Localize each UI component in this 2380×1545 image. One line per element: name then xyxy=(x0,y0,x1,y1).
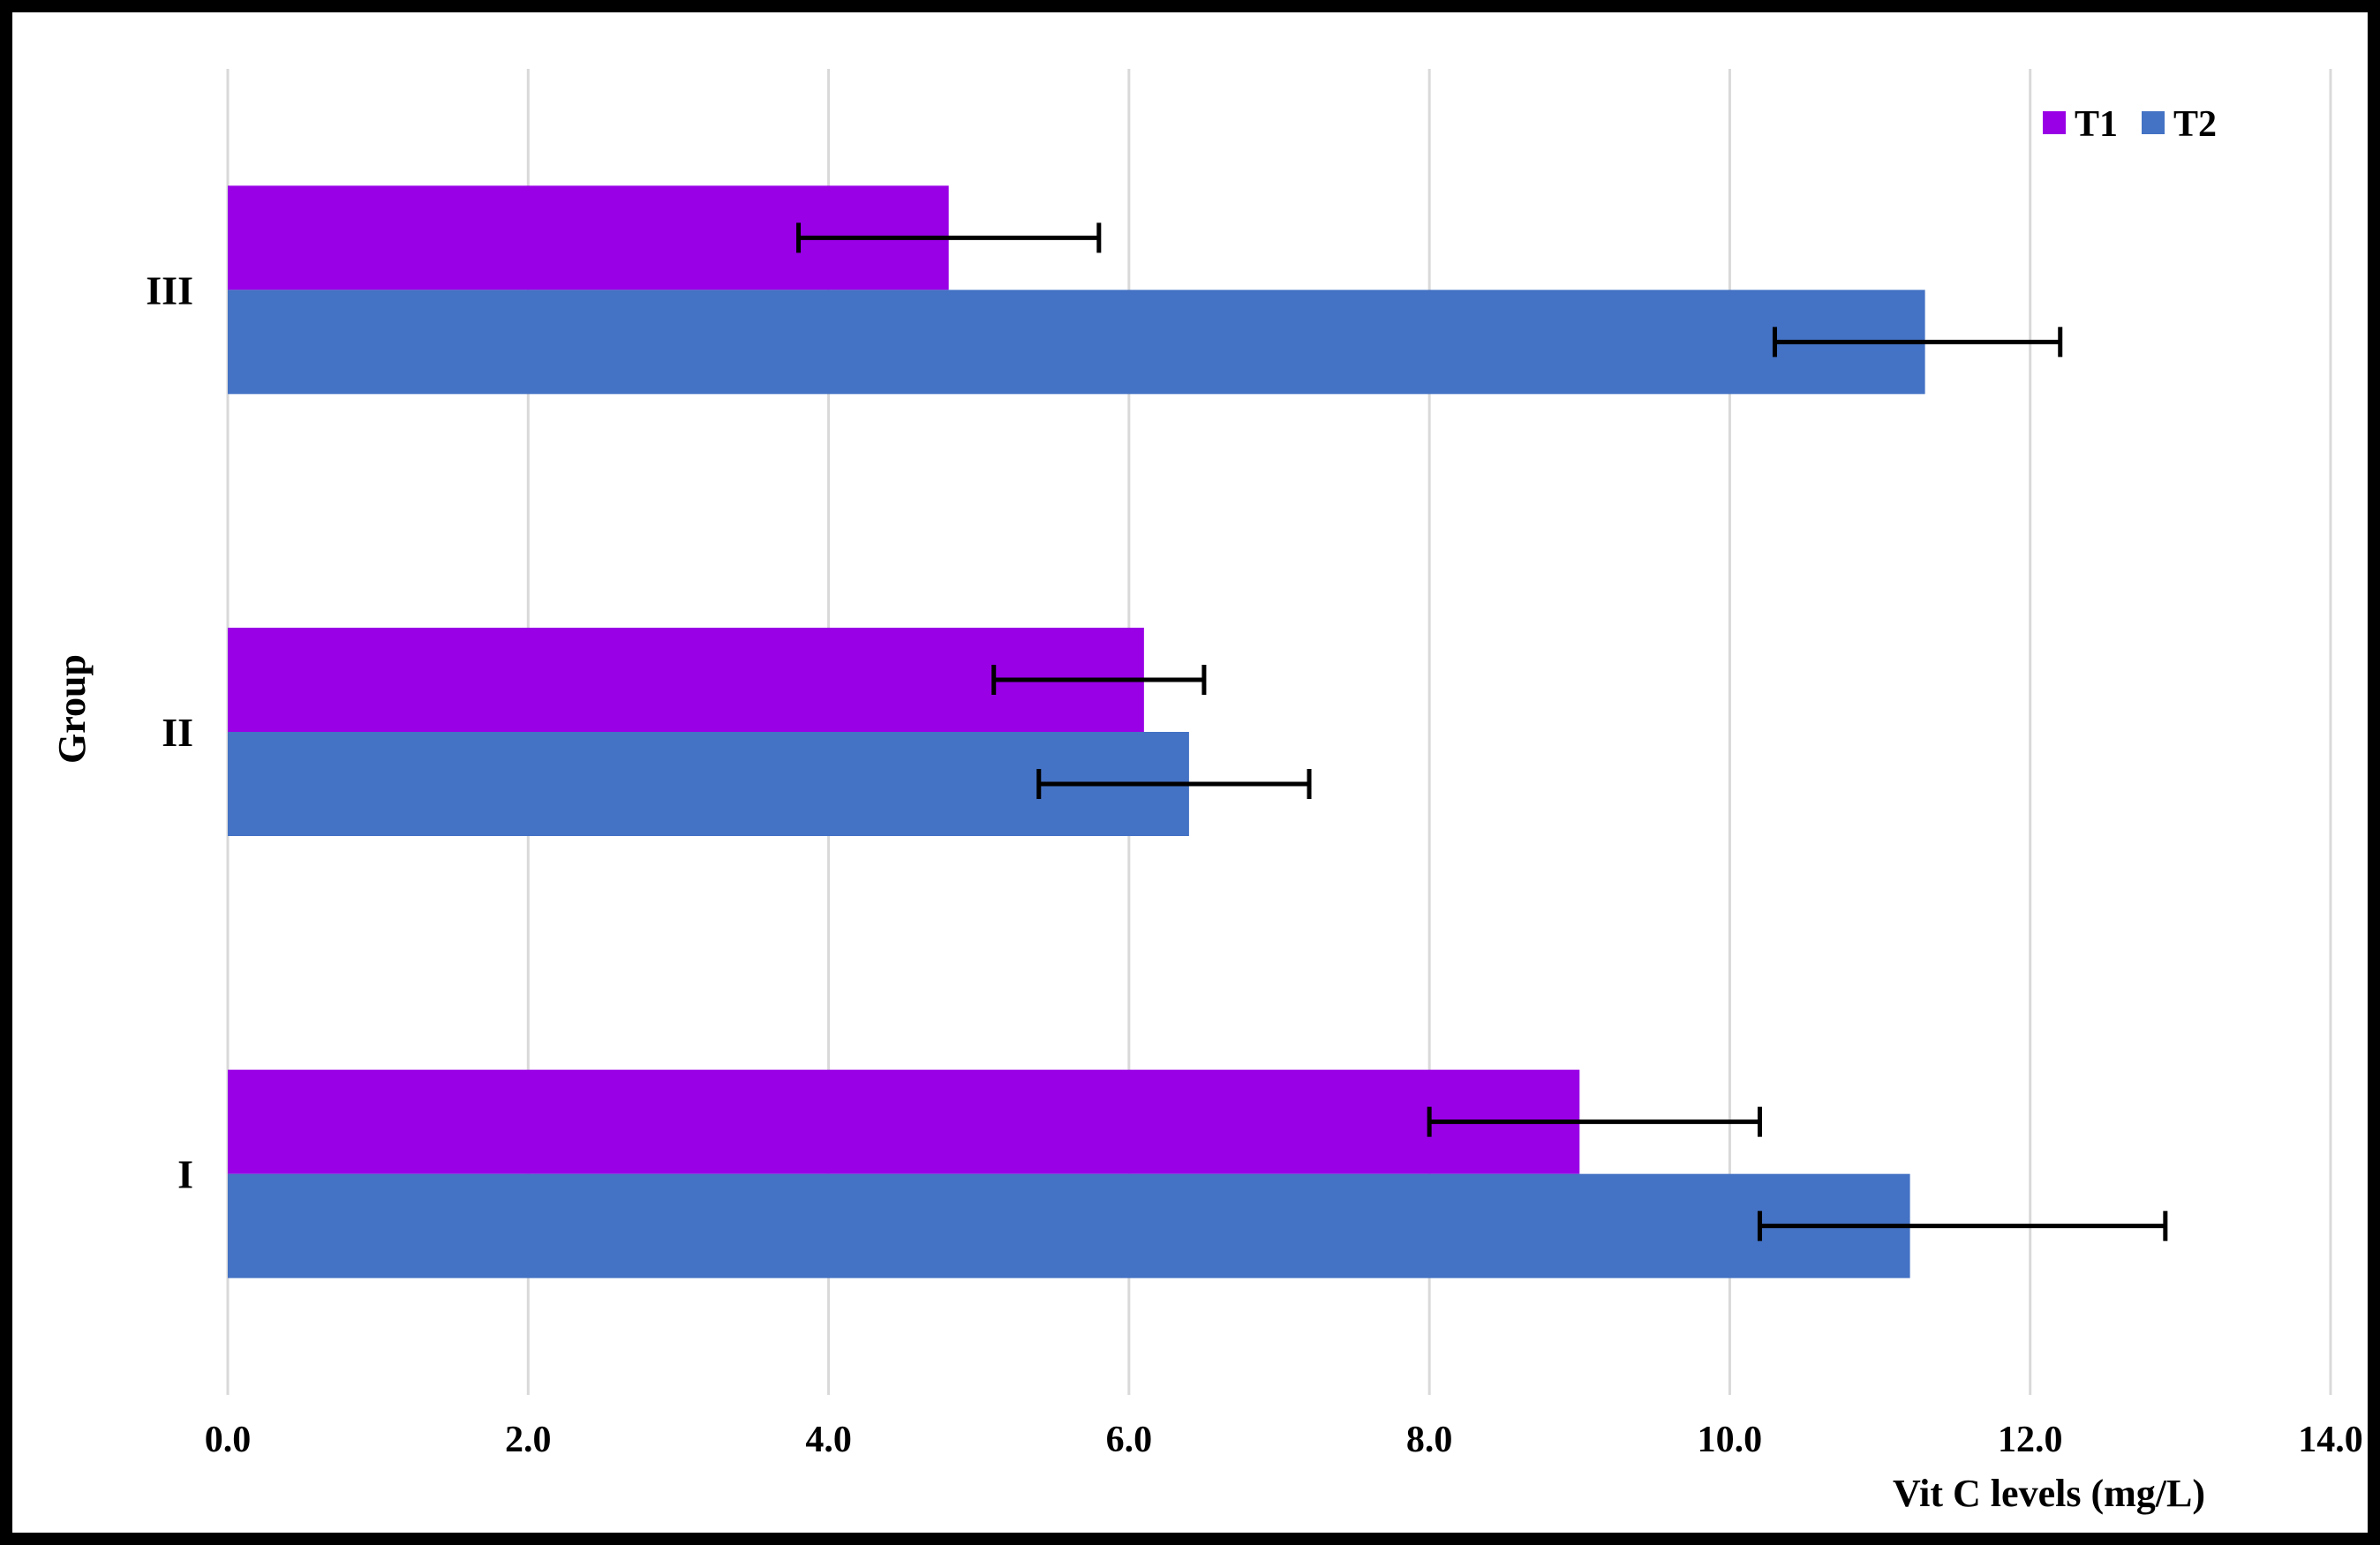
category-label-III: III xyxy=(146,268,193,313)
error-bar-T1-II xyxy=(991,665,1207,695)
error-bar-T1-I xyxy=(1427,1106,1762,1137)
bar-T2-III xyxy=(228,290,1925,395)
category-label-I: I xyxy=(177,1152,193,1197)
legend: T1 T2 xyxy=(2043,104,2217,145)
x-tick-label-4.0: 4.0 xyxy=(805,1420,852,1460)
x-tick-label-12.0: 12.0 xyxy=(1998,1420,2063,1460)
bar-series xyxy=(228,185,1925,1278)
x-tick-label-10.0: 10.0 xyxy=(1698,1420,1763,1460)
bar-T2-I xyxy=(228,1173,1910,1278)
category-label-II: II xyxy=(162,710,193,755)
x-tick-labels: 0.0 2.0 4.0 6.0 8.0 10.0 12.0 14.0 xyxy=(205,1420,2363,1460)
x-tick-label-14.0: 14.0 xyxy=(2298,1420,2363,1460)
error-bar-T1-III xyxy=(796,222,1102,253)
legend-swatch-T2 xyxy=(2142,111,2165,134)
error-bar-T2-I xyxy=(1757,1210,2168,1241)
x-axis-title: Vit C levels (mg/L) xyxy=(1893,1472,2205,1515)
legend-label-T2: T2 xyxy=(2173,104,2217,145)
bar-T1-I xyxy=(228,1069,1580,1174)
error-bar-T2-III xyxy=(1772,327,2063,358)
y-axis-title: Group xyxy=(50,654,94,764)
legend-swatch-T1 xyxy=(2043,111,2066,134)
bar-T1-II xyxy=(228,628,1144,732)
x-tick-label-8.0: 8.0 xyxy=(1406,1420,1453,1460)
x-tick-label-0.0: 0.0 xyxy=(205,1420,252,1460)
x-tick-label-2.0: 2.0 xyxy=(505,1420,552,1460)
error-bars xyxy=(796,222,2168,1241)
error-bar-T2-II xyxy=(1036,769,1312,799)
x-tick-label-6.0: 6.0 xyxy=(1106,1420,1153,1460)
bar-T2-II xyxy=(228,732,1189,836)
legend-label-T1: T1 xyxy=(2075,104,2118,145)
